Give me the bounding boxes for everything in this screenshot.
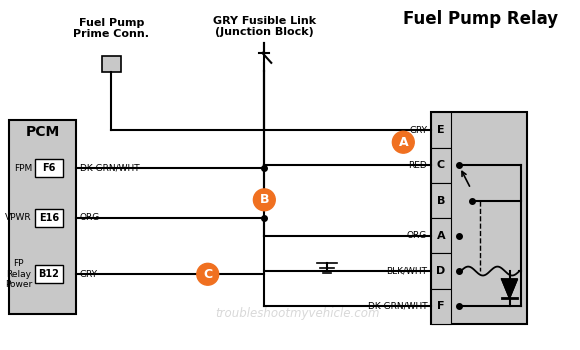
Polygon shape [502,279,517,298]
Bar [431,289,451,324]
Bar [35,209,63,226]
Bar [431,112,527,324]
Text: FP
Relay
Power: FP Relay Power [5,259,32,289]
Text: GRY: GRY [79,270,97,279]
Text: B: B [437,196,445,205]
Bar [431,112,451,148]
Text: ORG: ORG [407,231,427,240]
Text: F: F [437,301,445,311]
Text: RED: RED [408,161,427,170]
Bar [431,183,451,218]
Text: GRY Fusible Link: GRY Fusible Link [213,16,316,26]
Text: B12: B12 [38,269,59,279]
Text: VPWR: VPWR [5,213,32,222]
Bar [431,148,451,183]
Bar [35,265,63,283]
Text: GRY: GRY [409,126,427,135]
Text: C: C [437,160,445,170]
Circle shape [197,263,219,285]
Text: troubleshootmyvehicle.com: troubleshootmyvehicle.com [215,308,379,321]
Circle shape [393,131,414,153]
Bar [102,56,121,72]
Text: F6: F6 [42,163,56,173]
Text: D: D [436,266,445,276]
Text: E: E [437,125,445,135]
Text: E16: E16 [39,213,59,223]
Text: A: A [398,136,408,149]
Bar [35,159,63,177]
Text: FPM: FPM [14,163,32,173]
Text: ORG: ORG [79,213,100,222]
Text: DK GRN/WHT: DK GRN/WHT [79,163,139,173]
Text: DK GRN/WHT: DK GRN/WHT [368,302,427,311]
Text: BLK/WHT: BLK/WHT [386,267,427,275]
Bar [431,218,451,253]
Bar [9,120,76,314]
Text: Fuel Pump: Fuel Pump [79,18,144,28]
Bar [431,253,451,289]
Text: (Junction Block): (Junction Block) [215,27,314,37]
Text: C: C [203,268,212,281]
Text: Fuel Pump Relay: Fuel Pump Relay [403,10,559,28]
Text: Prime Conn.: Prime Conn. [74,29,150,39]
Text: A: A [437,231,445,241]
Circle shape [253,189,276,211]
Text: PCM: PCM [26,125,60,139]
Text: B: B [260,193,269,206]
